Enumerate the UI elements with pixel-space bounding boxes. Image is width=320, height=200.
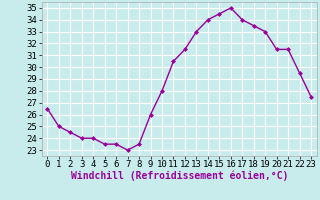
X-axis label: Windchill (Refroidissement éolien,°C): Windchill (Refroidissement éolien,°C) (70, 171, 288, 181)
